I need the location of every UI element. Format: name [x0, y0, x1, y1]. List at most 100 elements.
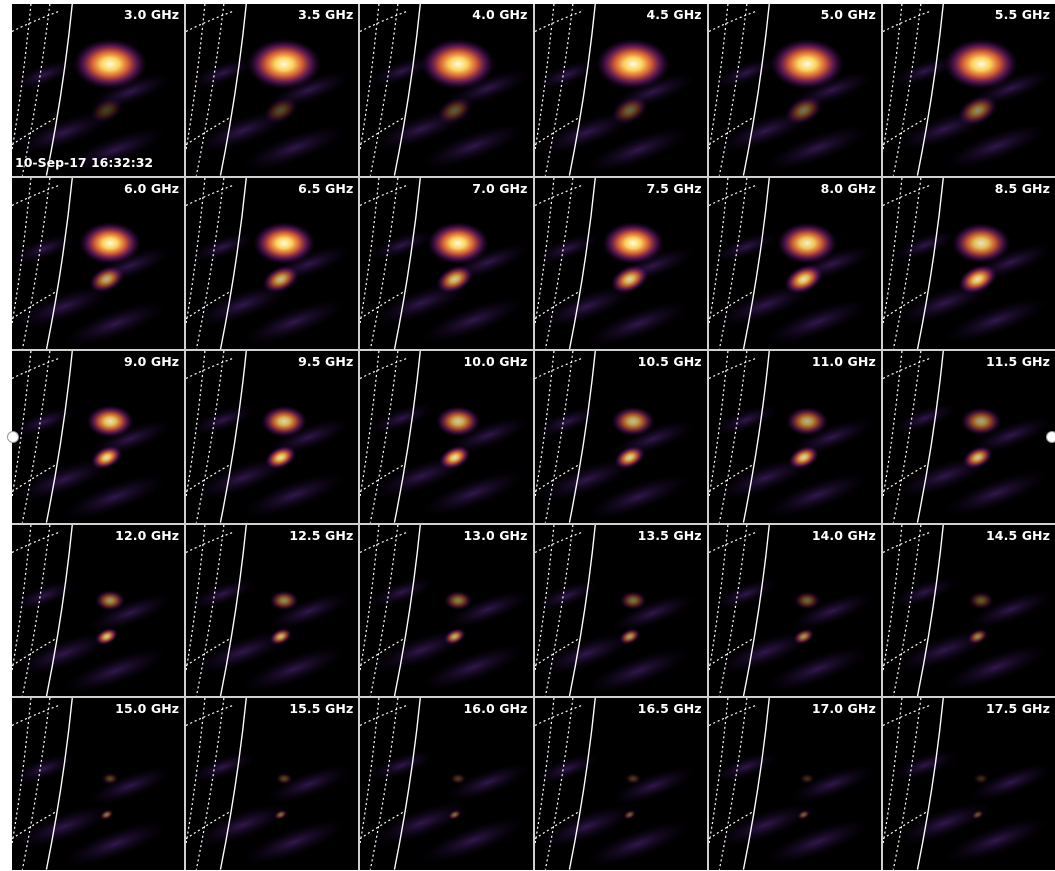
lower-source	[957, 95, 998, 126]
radio-emission-map	[534, 177, 695, 350]
radio-emission-map	[360, 4, 531, 176]
radio-emission-map	[882, 698, 1053, 870]
lower-source	[274, 810, 288, 821]
right-resize-handle[interactable]	[1046, 431, 1055, 443]
lower-source	[265, 445, 297, 470]
diffuse-emission	[372, 801, 471, 846]
heliographic-grid-line	[534, 463, 580, 493]
upper-source	[960, 407, 1002, 436]
frequency-label: 15.0 GHz	[115, 701, 180, 717]
lower-source	[967, 628, 988, 644]
radio-emission-map	[12, 177, 173, 350]
heliographic-grid-line	[882, 290, 928, 319]
upper-source	[624, 773, 641, 785]
diffuse-emission	[764, 298, 869, 345]
diffuse-emission	[14, 805, 113, 849]
radio-image-panel: 14.5 GHz	[882, 524, 1055, 697]
diffuse-emission	[12, 753, 77, 785]
diffuse-emission	[12, 233, 77, 264]
diffuse-emission	[421, 644, 526, 690]
upper-source	[973, 773, 989, 785]
radio-emission-map	[360, 524, 531, 697]
diffuse-emission	[943, 297, 1048, 343]
solar-limb-line	[45, 351, 73, 523]
radio-image-panel: 9.0 GHz	[12, 351, 185, 523]
lower-source	[792, 628, 814, 645]
diffuse-emission	[242, 472, 347, 519]
heliographic-grid-line	[708, 811, 754, 840]
diffuse-emission	[242, 819, 347, 866]
solar-limb-line	[45, 698, 73, 870]
radio-image-panel: 6.0 GHz	[12, 177, 185, 350]
solar-limb-line	[219, 351, 248, 523]
heliographic-grid-line	[882, 116, 928, 146]
upper-source	[769, 38, 844, 90]
diffuse-emission	[892, 403, 958, 434]
radio-image-panel: 13.5 GHz	[534, 524, 707, 697]
heliographic-grid-line	[12, 811, 58, 840]
heliographic-grid-line	[12, 290, 58, 319]
radio-image-panel: 15.0 GHz	[12, 698, 185, 870]
heliographic-grid-line	[21, 698, 51, 870]
diffuse-emission	[12, 406, 77, 438]
solar-limb-line	[742, 177, 770, 350]
heliographic-grid-line	[186, 463, 232, 493]
heliographic-grid-line	[708, 290, 754, 319]
diffuse-emission	[14, 284, 113, 329]
heliographic-grid-line	[708, 357, 758, 380]
heliographic-grid-line	[718, 4, 748, 176]
frequency-label: 7.0 GHz	[472, 180, 528, 196]
radio-image-panel: 5.0 GHz	[708, 4, 881, 176]
lower-source	[613, 446, 645, 470]
lower-source	[610, 96, 648, 125]
diffuse-emission	[421, 123, 526, 170]
frequency-label: 9.5 GHz	[298, 354, 354, 370]
radio-emission-map	[186, 4, 352, 176]
solar-limb-line	[742, 698, 770, 870]
diffuse-emission	[266, 765, 352, 804]
radio-image-panel: 11.5 GHz	[882, 351, 1055, 523]
diffuse-emission	[63, 127, 168, 173]
diffuse-emission	[943, 817, 1048, 864]
heliographic-grid-line	[360, 357, 409, 380]
upper-source	[101, 773, 119, 785]
left-resize-handle[interactable]	[7, 431, 19, 443]
heliographic-grid-line	[186, 531, 235, 553]
heliographic-grid-line	[892, 351, 922, 523]
diffuse-emission	[764, 819, 869, 866]
radio-image-panel: 16.0 GHz	[360, 698, 533, 870]
diffuse-emission	[193, 803, 292, 848]
solar-limb-line	[45, 177, 73, 350]
radio-emission-map	[12, 524, 173, 697]
diffuse-emission	[421, 470, 526, 517]
heliographic-grid-line	[195, 177, 225, 350]
solar-limb-line	[394, 177, 422, 350]
diffuse-emission	[14, 458, 113, 502]
heliographic-grid-line	[360, 811, 406, 840]
diffuse-emission	[193, 629, 292, 674]
upper-source	[247, 38, 322, 90]
solar-limb-line	[916, 524, 944, 697]
diffuse-emission	[968, 763, 1053, 802]
diffuse-emission	[943, 123, 1048, 170]
heliographic-grid-line	[186, 116, 232, 146]
radio-image-panel: 8.0 GHz	[708, 177, 881, 350]
heliographic-grid-line	[892, 4, 922, 176]
upper-source	[601, 221, 664, 265]
frequency-image-grid: 3.0 GHz 10-Sep-17 16:32:32 3.5 GHz 4.0 GHz 4…	[12, 4, 1055, 870]
diffuse-emission	[537, 110, 635, 155]
radio-image-panel: 8.5 GHz	[882, 177, 1055, 350]
diffuse-emission	[764, 646, 869, 692]
frequency-label: 11.5 GHz	[986, 354, 1050, 370]
radio-image-panel: 5.5 GHz	[882, 4, 1055, 176]
diffuse-emission	[585, 300, 690, 347]
frequency-label: 4.5 GHz	[646, 7, 702, 22]
upper-source	[793, 591, 821, 610]
heliographic-grid-line	[12, 116, 58, 146]
upper-source	[595, 38, 670, 90]
radio-emission-map	[360, 177, 531, 350]
upper-source	[421, 38, 496, 90]
lower-source	[269, 627, 292, 645]
frequency-label: 7.5 GHz	[646, 180, 702, 196]
diffuse-emission	[193, 282, 292, 327]
